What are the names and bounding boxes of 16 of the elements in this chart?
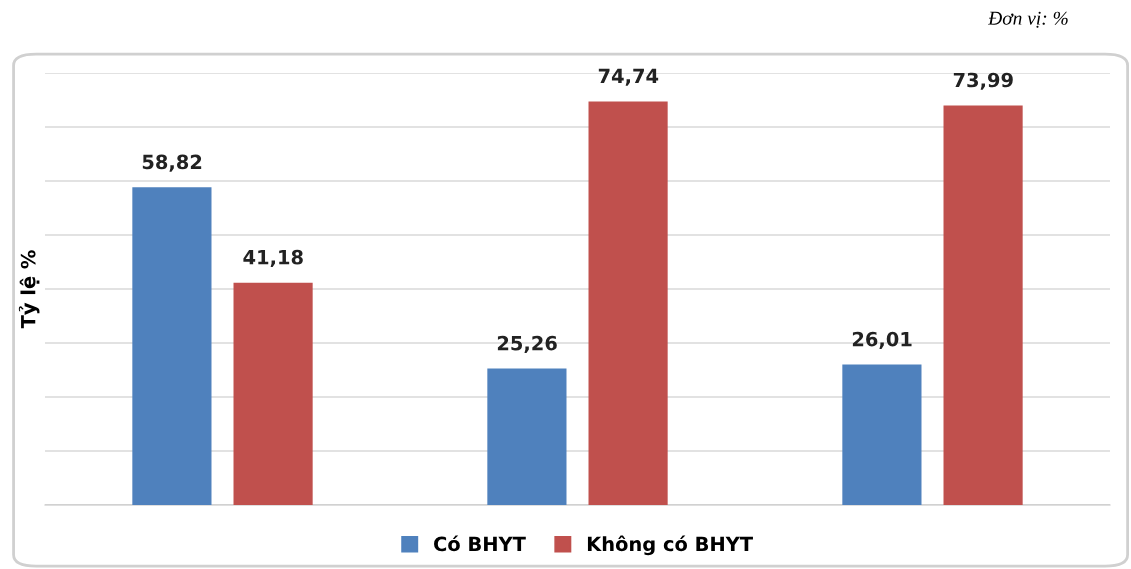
data-label: 73,99 — [953, 72, 1013, 90]
data-label: 26,01 — [852, 331, 912, 349]
y-axis-title: Tỷ lệ % — [18, 250, 40, 329]
legend-label: Không có BHYT — [587, 535, 753, 556]
bar — [487, 368, 567, 505]
legend-label: Có BHYT — [434, 535, 526, 552]
data-label: 41,18 — [243, 249, 303, 267]
bar — [132, 187, 212, 505]
bar — [233, 282, 313, 505]
bar — [588, 101, 668, 505]
data-label: 74,74 — [598, 68, 659, 86]
data-label: 58,82 — [142, 154, 202, 172]
bar — [842, 364, 922, 505]
data-label: 25,26 — [497, 335, 557, 353]
text: Đơn vị: % — [988, 11, 1068, 28]
bar — [943, 105, 1023, 505]
